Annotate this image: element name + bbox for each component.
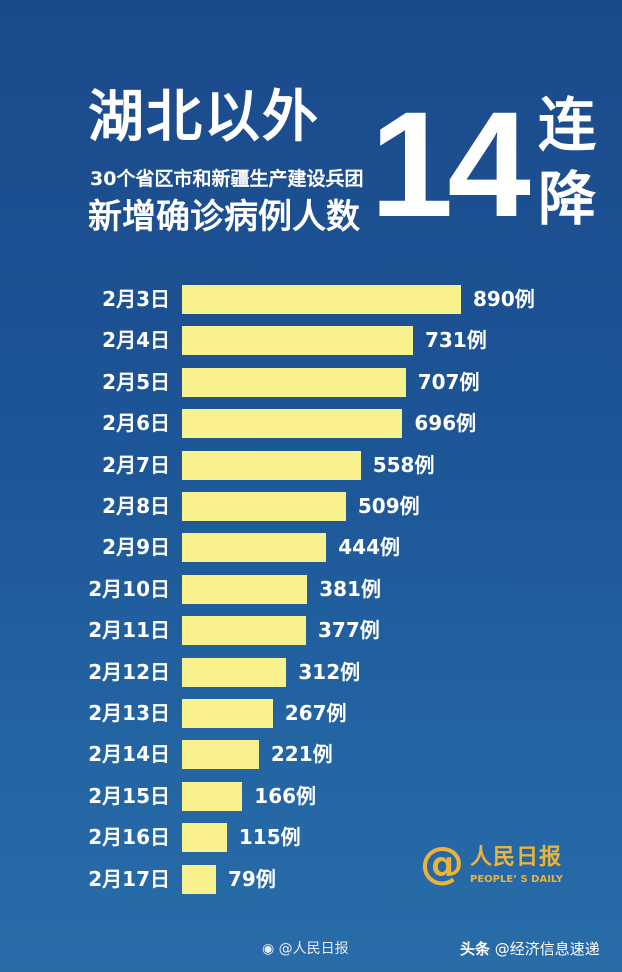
weibo-account: @人民日报 (278, 941, 349, 957)
category-label: 2月3日 (102, 287, 170, 311)
value-label: 731例 (424, 328, 487, 353)
value-label: 509例 (357, 494, 420, 518)
category-label: 2月13日 (88, 701, 170, 725)
value-label: 79例 (228, 866, 276, 891)
weibo-watermark: ◉ @人民日报 (262, 940, 349, 958)
value-label: 558例 (372, 452, 435, 477)
category-label: 2月12日 (88, 659, 170, 684)
bar (182, 574, 308, 604)
value-label: 707例 (417, 369, 480, 394)
value-label: 696例 (414, 411, 477, 436)
value-label: 890例 (473, 287, 535, 311)
weibo-icon: ◉ (262, 941, 279, 957)
category-label: 2月7日 (102, 452, 170, 477)
bar (182, 823, 227, 853)
value-label: 312例 (298, 659, 361, 684)
big-number: 14 (370, 80, 531, 248)
bar (182, 533, 327, 563)
toutiao-account: @经济信息速递 (494, 940, 600, 958)
category-label: 2月6日 (102, 411, 170, 436)
value-label: 267例 (284, 701, 347, 725)
bar (182, 699, 273, 728)
subtitle-2: 新增确诊病例人数 (88, 197, 360, 237)
logo-at-symbol: @ (420, 838, 464, 889)
value-label: 115例 (238, 825, 301, 850)
bar (182, 864, 216, 894)
bar (182, 367, 406, 397)
big-word-1: 连 (538, 91, 597, 159)
category-label: 2月8日 (102, 494, 170, 518)
bar (182, 450, 361, 480)
title: 湖北以外 (88, 85, 320, 150)
bar (182, 285, 461, 314)
toutiao-watermark: 头条 @经济信息速递 (460, 940, 600, 958)
category-label: 2月17日 (88, 866, 170, 891)
category-label: 2月14日 (88, 742, 170, 767)
category-label: 2月5日 (102, 369, 170, 394)
bar (182, 616, 307, 646)
logo-name-cn: 人民日报 (470, 845, 563, 870)
category-label: 2月9日 (102, 535, 170, 560)
bar (182, 657, 287, 687)
value-label: 221例 (270, 742, 333, 767)
value-label: 166例 (254, 783, 317, 808)
category-label: 2月10日 (88, 576, 170, 601)
peoples-daily-logo: @ 人民日报 PEOPLE’ S DAILY (420, 838, 590, 898)
bar (182, 492, 346, 521)
bar (182, 409, 403, 439)
category-label: 2月15日 (88, 783, 170, 808)
subtitle: 30个省区市和新疆生产建设兵团 (90, 168, 364, 190)
logo-name-en: PEOPLE’ S DAILY (470, 874, 563, 885)
value-label: 381例 (319, 576, 381, 601)
value-label: 377例 (318, 618, 380, 643)
category-label: 2月16日 (88, 825, 170, 850)
bar (182, 740, 259, 770)
bar (182, 326, 413, 356)
toutiao-label: 头条 (460, 940, 491, 958)
category-label: 2月11日 (88, 618, 170, 643)
big-word-2: 降 (538, 165, 597, 233)
bar (182, 781, 243, 811)
category-label: 2月4日 (102, 328, 170, 353)
value-label: 444例 (338, 535, 400, 560)
